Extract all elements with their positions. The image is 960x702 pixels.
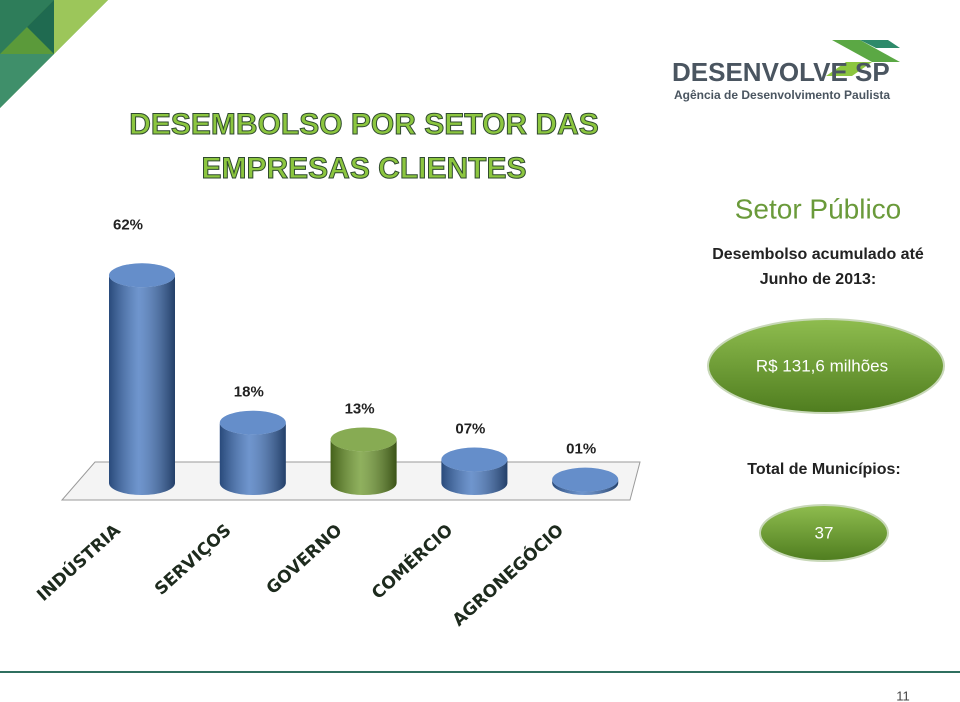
bar-top-highlight: [219, 410, 286, 435]
x-tick-label: COMÉRCIO: [367, 519, 457, 603]
bar-top-highlight: [109, 263, 175, 288]
bar-top-highlight: [330, 427, 397, 452]
bar-top: [552, 467, 619, 492]
bar-top: [330, 427, 397, 452]
bar-top-highlight: [552, 467, 619, 492]
count-label: Total de Municípios:: [747, 461, 900, 478]
amount-oval: [707, 318, 945, 414]
value-label: 62%: [113, 216, 143, 233]
count-oval: [759, 504, 889, 562]
logo-text: DESENVOLVE SP: [672, 57, 890, 87]
value-label: 01%: [566, 441, 596, 458]
x-tick-label: GOVERNO: [263, 521, 347, 599]
bar-shade: [552, 479, 619, 495]
value-label: 07%: [455, 421, 485, 438]
bar-top-highlight: [441, 447, 508, 472]
count: 37: [815, 523, 834, 542]
bar-top: [109, 263, 175, 288]
panel-title: Setor Público: [735, 193, 902, 224]
value-label: 13%: [345, 400, 375, 417]
value-label: 18%: [234, 384, 264, 401]
panel-subtitle: Desembolso acumulado até: [712, 246, 924, 263]
bar-shade: [219, 422, 286, 495]
panel-subtitle: Junho de 2013:: [760, 271, 876, 288]
chart-title: EMPRESAS CLIENTES: [201, 152, 526, 185]
bar-shade: [330, 439, 397, 495]
bar-shade: [109, 275, 175, 495]
bar-top: [219, 410, 286, 435]
x-tick-label: SERVIÇOS: [151, 521, 235, 600]
corner-decoration: [0, 0, 108, 108]
page-number: 11: [896, 688, 910, 702]
x-tick-label: INDÚSTRIA: [32, 519, 125, 606]
bar-shade: [441, 459, 508, 495]
logo-subtitle: Agência de Desenvolvimento Paulista: [674, 88, 890, 102]
logo: DESENVOLVE SP Agência de Desenvolvimento…: [672, 40, 900, 102]
chart-title: DESEMBOLSO POR SETOR DAS: [129, 108, 599, 141]
plot: 62% INDÚSTRIA 18% SERVIÇOS 13% GOVERNO 07% COMÉ…: [32, 216, 619, 631]
amount: R$ 131,6 milhões: [756, 356, 888, 375]
x-tick-label: AGRONEGÓCIO: [448, 519, 568, 630]
bar-top: [441, 447, 508, 472]
